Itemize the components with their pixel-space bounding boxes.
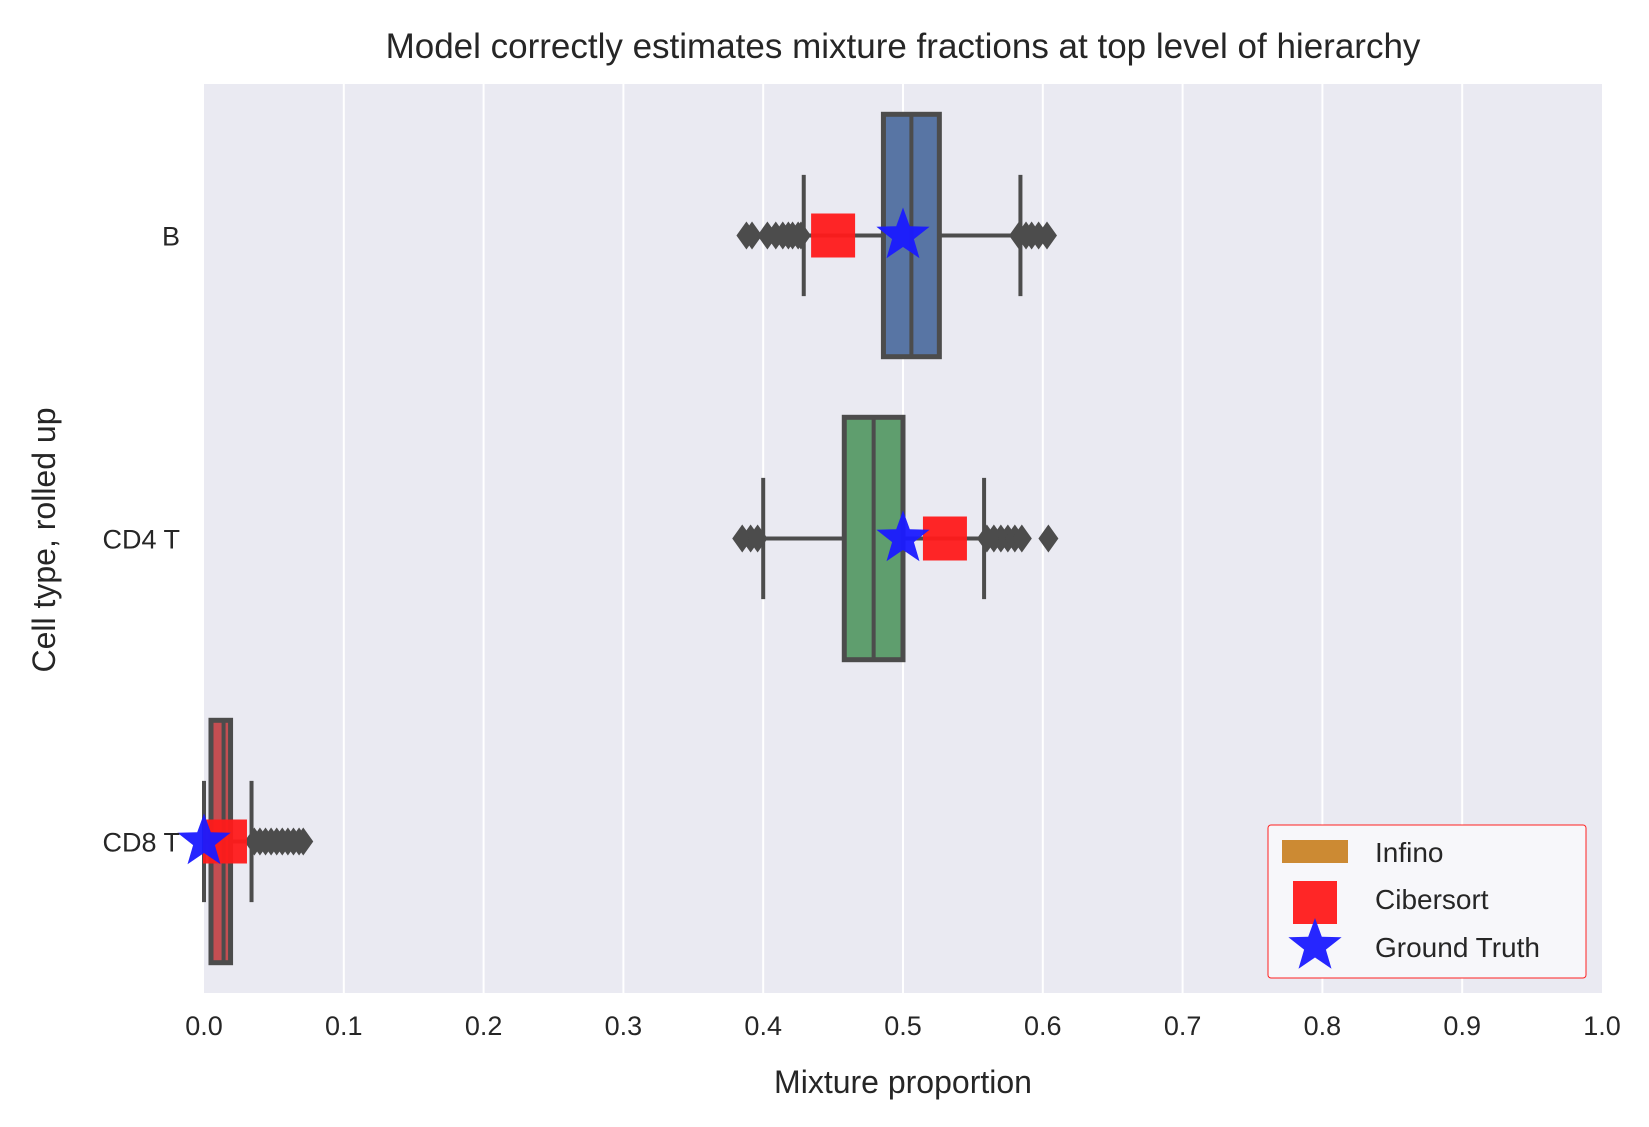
ground-truth-point xyxy=(177,813,231,865)
x-tick-label: 0.4 xyxy=(744,1011,782,1041)
outlier-point xyxy=(1038,524,1059,553)
x-tick-label: 1.0 xyxy=(1583,1011,1621,1041)
cibersort-point xyxy=(922,516,967,561)
outlier-point xyxy=(1036,221,1057,250)
ground-truth-point xyxy=(876,207,930,259)
outlier-point xyxy=(747,524,768,553)
x-tick-label: 0.3 xyxy=(605,1011,643,1041)
x-tick-label: 0.2 xyxy=(465,1011,503,1041)
legend-frame xyxy=(1267,824,1587,979)
x-ticks: 0.0 0.1 0.2 0.3 0.4 0.5 0.6 0.7 0.8 0.9 1.0 xyxy=(185,1011,1621,1041)
legend-infino-label: Infino xyxy=(1375,837,1444,868)
chart-title: Model correctly estimates mixture fracti… xyxy=(386,27,1421,66)
legend-ground-truth-star-icon xyxy=(1288,918,1342,969)
y-axis-label: Cell type, rolled up xyxy=(26,407,62,672)
x-tick-label: 0.5 xyxy=(884,1011,922,1041)
outlier-point xyxy=(1011,524,1032,553)
x-tick-label: 0.6 xyxy=(1024,1011,1062,1041)
x-tick-label: 0.1 xyxy=(325,1011,363,1041)
outlier-point xyxy=(790,221,811,250)
ground-truth-point xyxy=(876,510,930,562)
legend-ground-truth-label: Ground Truth xyxy=(1375,932,1540,963)
outlier-point xyxy=(742,221,763,250)
y-tick-label: CD8 T xyxy=(102,828,180,858)
markers xyxy=(177,207,967,865)
x-tick-label: 0.8 xyxy=(1304,1011,1342,1041)
x-tick-label: 0.0 xyxy=(185,1011,223,1041)
legend-cibersort-label: Cibersort xyxy=(1375,884,1489,915)
x-tick-label: 0.9 xyxy=(1443,1011,1481,1041)
legend-infino-swatch xyxy=(1282,840,1348,863)
outlier-point xyxy=(293,827,314,856)
cibersort-point xyxy=(811,213,856,258)
y-tick-label: CD4 T xyxy=(102,525,180,555)
y-ticks: B CD4 T CD8 T xyxy=(102,222,180,858)
x-axis-label: Mixture proportion xyxy=(774,1064,1032,1100)
legend: Infino Cibersort Ground Truth xyxy=(1267,824,1587,979)
legend-cibersort-swatch xyxy=(1293,881,1337,924)
y-tick-label: B xyxy=(162,222,180,252)
x-tick-label: 0.7 xyxy=(1164,1011,1202,1041)
